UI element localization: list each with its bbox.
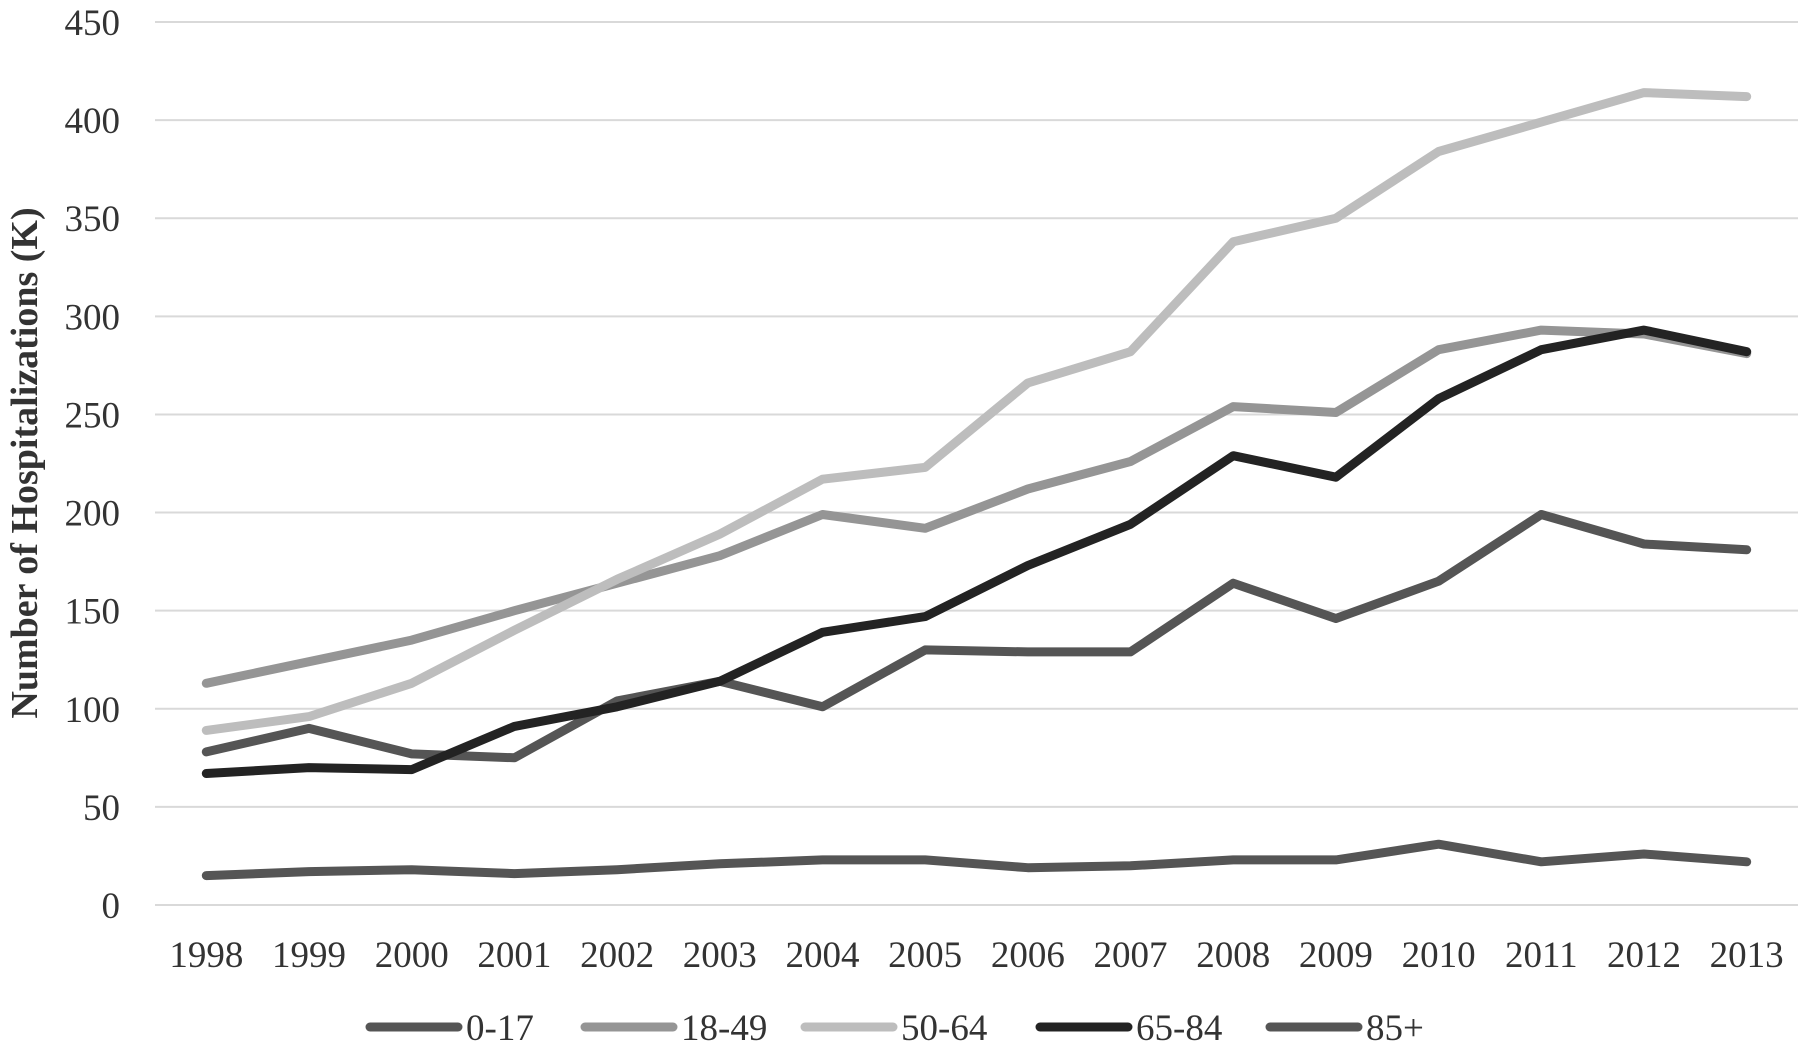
y-axis-title: Number of Hospitalizations (K)	[4, 207, 46, 718]
x-tick-label: 1999	[272, 935, 346, 976]
y-tick-label: 100	[65, 690, 121, 731]
x-tick-label: 2011	[1505, 935, 1578, 976]
series-line-50-64	[201, 88, 1752, 735]
y-tick-label: 200	[65, 494, 121, 535]
y-tick-label: 0	[102, 886, 121, 927]
y-tick-label: 150	[65, 592, 121, 633]
series-line-85+	[201, 839, 1752, 881]
legend-label: 65-84	[1136, 1008, 1222, 1049]
series-line-18-49	[201, 325, 1752, 688]
x-tick-label: 2001	[477, 935, 551, 976]
x-tick-label: 2012	[1607, 935, 1681, 976]
x-tick-label: 2005	[888, 935, 962, 976]
series-lines	[201, 88, 1752, 881]
y-tick-label: 300	[65, 297, 121, 338]
y-tick-label: 50	[83, 788, 120, 829]
x-tick-label: 2004	[785, 935, 859, 976]
y-tick-label: 450	[65, 3, 121, 44]
x-tick-label: 2010	[1402, 935, 1476, 976]
x-tick-label: 2000	[375, 935, 449, 976]
y-tick-label: 250	[65, 395, 121, 436]
series-line-0-17	[201, 510, 1752, 763]
legend-label: 50-64	[901, 1008, 987, 1049]
x-tick-label: 2009	[1299, 935, 1373, 976]
x-tick-label: 2013	[1710, 935, 1784, 976]
legend-label: 85+	[1366, 1008, 1424, 1049]
x-axis-ticks: 1998 1999 2000 2001 2002 2003 2004 2005 2006 2007…	[169, 935, 1783, 976]
y-tick-label: 350	[65, 199, 121, 240]
x-tick-label: 1998	[169, 935, 243, 976]
x-tick-label: 2007	[1094, 935, 1168, 976]
series-line-65-84	[201, 325, 1752, 778]
x-tick-label: 2002	[580, 935, 654, 976]
legend-label: 18-49	[681, 1008, 767, 1049]
x-tick-label: 2003	[683, 935, 757, 976]
y-axis-ticks: 0 50 100 150 200 250 300 350 400 450	[65, 3, 121, 927]
legend-label: 0-17	[466, 1008, 534, 1049]
x-tick-label: 2006	[991, 935, 1065, 976]
x-tick-label: 2008	[1196, 935, 1270, 976]
legend: 0-17 18-49 50-64 65-84 85+	[365, 1008, 1424, 1049]
y-tick-label: 400	[65, 101, 121, 142]
